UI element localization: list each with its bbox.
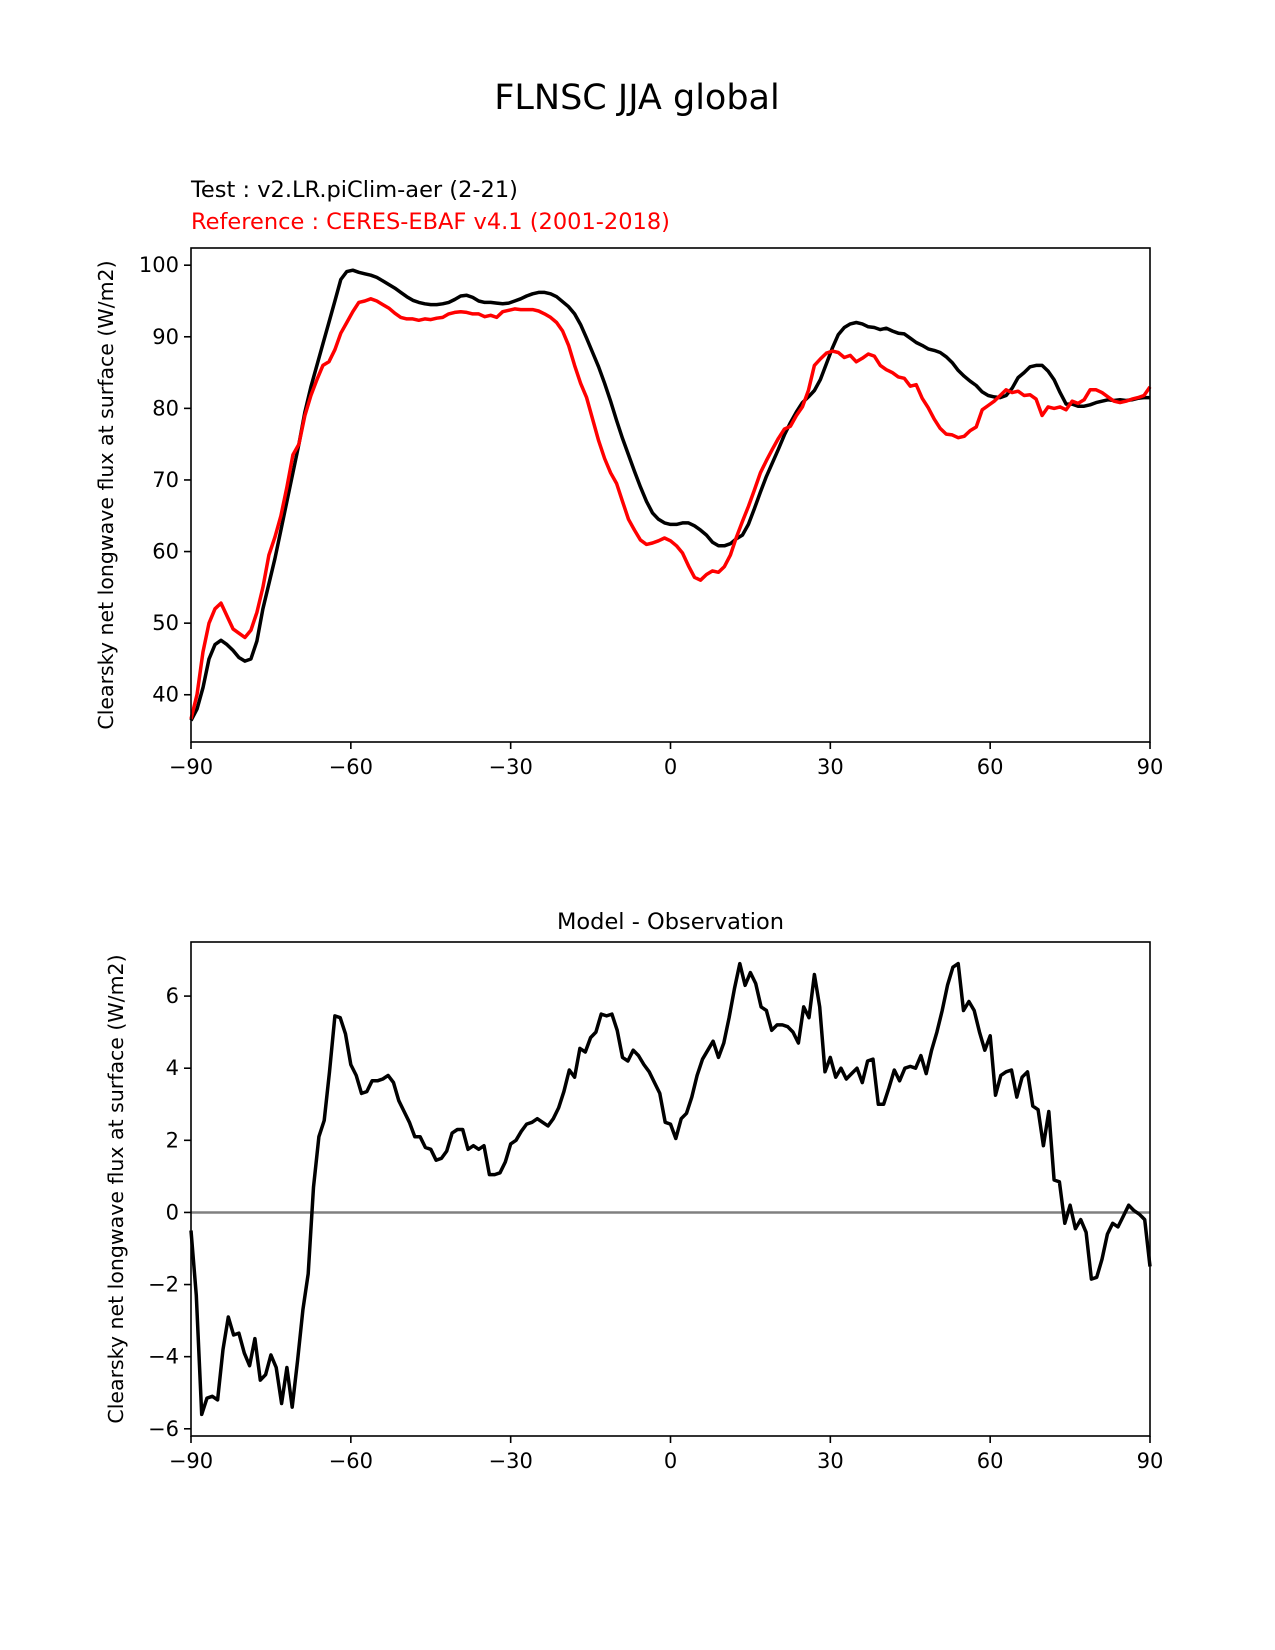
y-tick-label: −2 — [148, 1273, 179, 1297]
figure-title: FLNSC JJA global — [494, 78, 779, 118]
x-tick-label: 90 — [1137, 755, 1164, 779]
y-tick-label: 6 — [166, 984, 179, 1008]
y-tick-label: 60 — [152, 540, 179, 564]
plot-frame — [190, 247, 1151, 743]
panel-title: Model - Observation — [557, 909, 784, 935]
y-tick-label: 2 — [166, 1128, 179, 1152]
x-tick-label: 60 — [977, 1449, 1004, 1473]
y-tick-label: 90 — [152, 325, 179, 349]
x-tick-label: −90 — [169, 755, 213, 779]
x-tick-label: −90 — [169, 1449, 213, 1473]
y-tick-label: 100 — [139, 253, 179, 277]
x-tick-label: −60 — [329, 1449, 373, 1473]
y-axis-label: Clearsky net longwave flux at surface (W… — [104, 954, 128, 1423]
x-tick-label: 30 — [817, 755, 844, 779]
x-tick-label: −30 — [489, 1449, 533, 1473]
y-tick-label: −4 — [148, 1345, 179, 1369]
y-tick-label: 50 — [152, 611, 179, 635]
bottom-panel: Model - Observation−90 −60 −30 0 30 60 90−6−4−… — [104, 909, 1163, 1473]
x-tick-label: 0 — [664, 1449, 677, 1473]
y-tick-label: −6 — [148, 1417, 179, 1441]
y-axis-label: Clearsky net longwave flux at surface (W… — [94, 260, 118, 729]
reference-label: Reference : CERES-EBAF v4.1 (2001-2018) — [191, 209, 670, 235]
y-tick-label: 4 — [166, 1056, 179, 1080]
x-tick-label: 30 — [817, 1449, 844, 1473]
x-tick-label: −60 — [329, 755, 373, 779]
y-tick-label: 80 — [152, 396, 179, 420]
x-tick-label: −30 — [489, 755, 533, 779]
series-line-2 — [189, 297, 1152, 720]
series-line-1 — [189, 268, 1150, 722]
top-panel: −90 −60 −30 0 30 60 90 40 50 60 70 80 90 100 Clearsky … — [94, 247, 1164, 779]
x-tick-label: 90 — [1137, 1449, 1164, 1473]
y-tick-label: 70 — [152, 468, 179, 492]
series-line-1 — [189, 961, 1152, 1417]
x-tick-label: 60 — [977, 755, 1004, 779]
x-tick-label: 0 — [664, 755, 677, 779]
test-label: Test : v2.LR.piClim-aer (2-21) — [190, 177, 518, 203]
y-tick-label: 0 — [166, 1200, 179, 1224]
y-tick-label: 40 — [152, 683, 179, 707]
